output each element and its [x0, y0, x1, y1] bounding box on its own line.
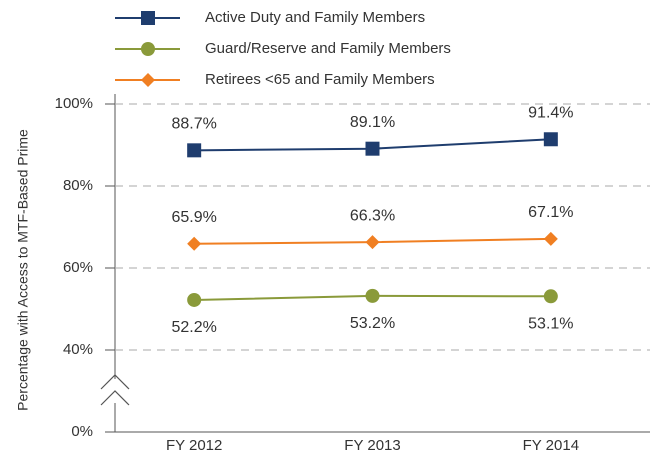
data-point: [543, 289, 558, 304]
data-point: [365, 141, 380, 156]
y-tick-label: 0%: [71, 423, 93, 440]
y-tick-label: 40%: [63, 341, 93, 358]
data-point: [543, 231, 558, 246]
y-tick-label: 100%: [55, 95, 93, 112]
legend-label: Guard/Reserve and Family Members: [205, 40, 451, 57]
data-label: 65.9%: [171, 209, 216, 226]
data-label: 53.2%: [350, 315, 395, 332]
legend-label: Active Duty and Family Members: [205, 9, 425, 26]
data-point: [365, 235, 380, 250]
x-tick-label: FY 2013: [344, 437, 400, 454]
legend-marker: [141, 73, 155, 87]
data-label: 91.4%: [528, 104, 573, 121]
x-tick-label: FY 2012: [166, 437, 222, 454]
data-point: [187, 143, 202, 158]
data-label: 67.1%: [528, 204, 573, 221]
x-tick-label: FY 2014: [523, 437, 579, 454]
y-tick-label: 80%: [63, 177, 93, 194]
data-label: 52.2%: [171, 319, 216, 336]
y-axis-title: Percentage with Access to MTF-Based Prim…: [15, 129, 31, 411]
legend-label: Retirees <65 and Family Members: [205, 71, 435, 88]
y-tick-label: 60%: [63, 259, 93, 276]
data-point: [365, 288, 380, 303]
axis-break: [100, 374, 130, 406]
data-label: 53.1%: [528, 316, 573, 333]
data-point: [187, 292, 202, 307]
data-label: 66.3%: [350, 207, 395, 224]
legend-marker: [141, 42, 155, 56]
data-point: [543, 132, 558, 147]
data-point: [187, 236, 202, 251]
legend-marker: [141, 11, 155, 25]
data-label: 88.7%: [171, 116, 216, 133]
data-label: 89.1%: [350, 114, 395, 131]
